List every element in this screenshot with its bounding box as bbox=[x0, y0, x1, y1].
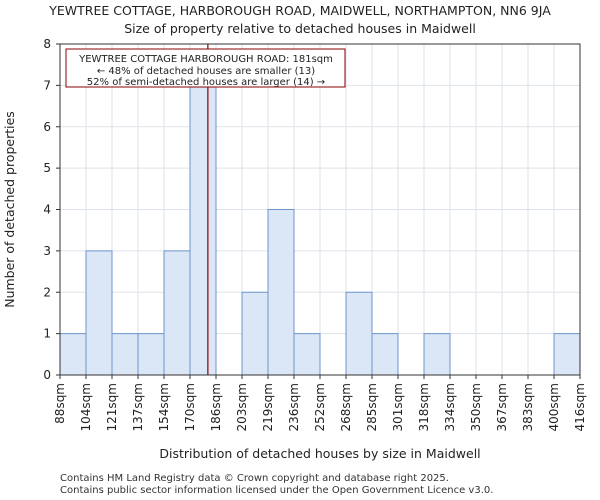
bar-154sqm bbox=[163, 250, 191, 376]
x-tick-label-19: 400sqm bbox=[547, 383, 561, 431]
y-axis-label: Number of detached properties bbox=[2, 111, 17, 308]
x-tick-label-4: 154sqm bbox=[157, 383, 171, 431]
bar-104sqm bbox=[85, 250, 113, 376]
bar-236sqm bbox=[293, 333, 321, 376]
x-tick-label-15: 334sqm bbox=[443, 383, 457, 431]
x-tick-labels: 88sqm 104sqm 121sqm 137sqm 154sqm 170sqm 186sq… bbox=[53, 383, 587, 431]
x-tick-label-13: 301sqm bbox=[391, 383, 405, 431]
chart-title: YEWTREE COTTAGE, HARBOROUGH ROAD, MAIDWE… bbox=[49, 3, 551, 18]
x-tick-label-12: 285sqm bbox=[365, 383, 379, 431]
x-tick-label-3: 137sqm bbox=[131, 383, 145, 431]
x-tick-label-9: 236sqm bbox=[287, 383, 301, 431]
x-tick-label-11: 268sqm bbox=[339, 383, 353, 431]
y-tick-label-3: 3 bbox=[43, 244, 51, 258]
bar-318sqm bbox=[423, 333, 451, 376]
footer-copyright: Contains HM Land Registry data © Crown c… bbox=[60, 473, 449, 484]
chart-subtitle: Size of property relative to detached ho… bbox=[124, 21, 476, 36]
histogram-chart: 0 1 2 3 4 5 6 7 8 88sqm 104sqm 121sqm 137sqm 154sqm 1… bbox=[2, 37, 587, 461]
gridlines bbox=[59, 43, 581, 376]
x-tick-label-1: 104sqm bbox=[79, 383, 93, 431]
bars bbox=[59, 84, 581, 376]
x-tick-label-5: 170sqm bbox=[183, 383, 197, 431]
bar-88sqm bbox=[59, 333, 87, 376]
y-tick-label-2: 2 bbox=[43, 285, 51, 299]
bar-170sqm bbox=[189, 84, 217, 376]
x-tick-label-6: 186sqm bbox=[209, 383, 223, 431]
y-tick-label-6: 6 bbox=[43, 120, 51, 134]
x-tick-label-2: 121sqm bbox=[105, 383, 119, 431]
y-tick-label-7: 7 bbox=[43, 78, 51, 92]
y-tick-labels: 0 1 2 3 4 5 6 7 8 bbox=[43, 37, 51, 382]
y-tick-label-0: 0 bbox=[43, 368, 51, 382]
x-tick-label-14: 318sqm bbox=[417, 383, 431, 431]
bar-285sqm bbox=[371, 333, 399, 376]
bar-400sqm bbox=[553, 333, 581, 376]
bar-203sqm bbox=[241, 291, 269, 376]
x-tick-label-10: 252sqm bbox=[313, 383, 327, 431]
x-tick-label-20: 416sqm bbox=[573, 383, 587, 431]
x-axis-label: Distribution of detached houses by size … bbox=[159, 446, 480, 461]
bar-268sqm bbox=[345, 291, 373, 376]
x-tick-label-7: 203sqm bbox=[235, 383, 249, 431]
bar-137sqm bbox=[137, 333, 165, 376]
annotation-line-3: 52% of semi-detached houses are larger (… bbox=[87, 77, 325, 88]
axes bbox=[56, 43, 581, 379]
x-tick-label-16: 350sqm bbox=[469, 383, 483, 431]
bar-219sqm bbox=[267, 209, 295, 376]
annotation-line-1: YEWTREE COTTAGE HARBOROUGH ROAD: 181sqm bbox=[78, 54, 333, 65]
annotation-box: YEWTREE COTTAGE HARBOROUGH ROAD: 181sqm … bbox=[65, 48, 346, 88]
y-tick-label-4: 4 bbox=[43, 203, 51, 217]
y-tick-label-5: 5 bbox=[43, 161, 51, 175]
footer-licence: Contains public sector information licen… bbox=[60, 485, 494, 496]
x-tick-label-17: 367sqm bbox=[495, 383, 509, 431]
y-tick-label-1: 1 bbox=[43, 327, 51, 341]
x-tick-label-18: 383sqm bbox=[521, 383, 535, 431]
x-tick-label-0: 88sqm bbox=[53, 383, 67, 424]
y-tick-label-8: 8 bbox=[43, 37, 51, 51]
bar-121sqm bbox=[111, 333, 139, 376]
annotation-line-2: ← 48% of detached houses are smaller (13… bbox=[97, 66, 315, 77]
annotation-frame bbox=[65, 48, 346, 88]
x-tick-label-8: 219sqm bbox=[261, 383, 275, 431]
